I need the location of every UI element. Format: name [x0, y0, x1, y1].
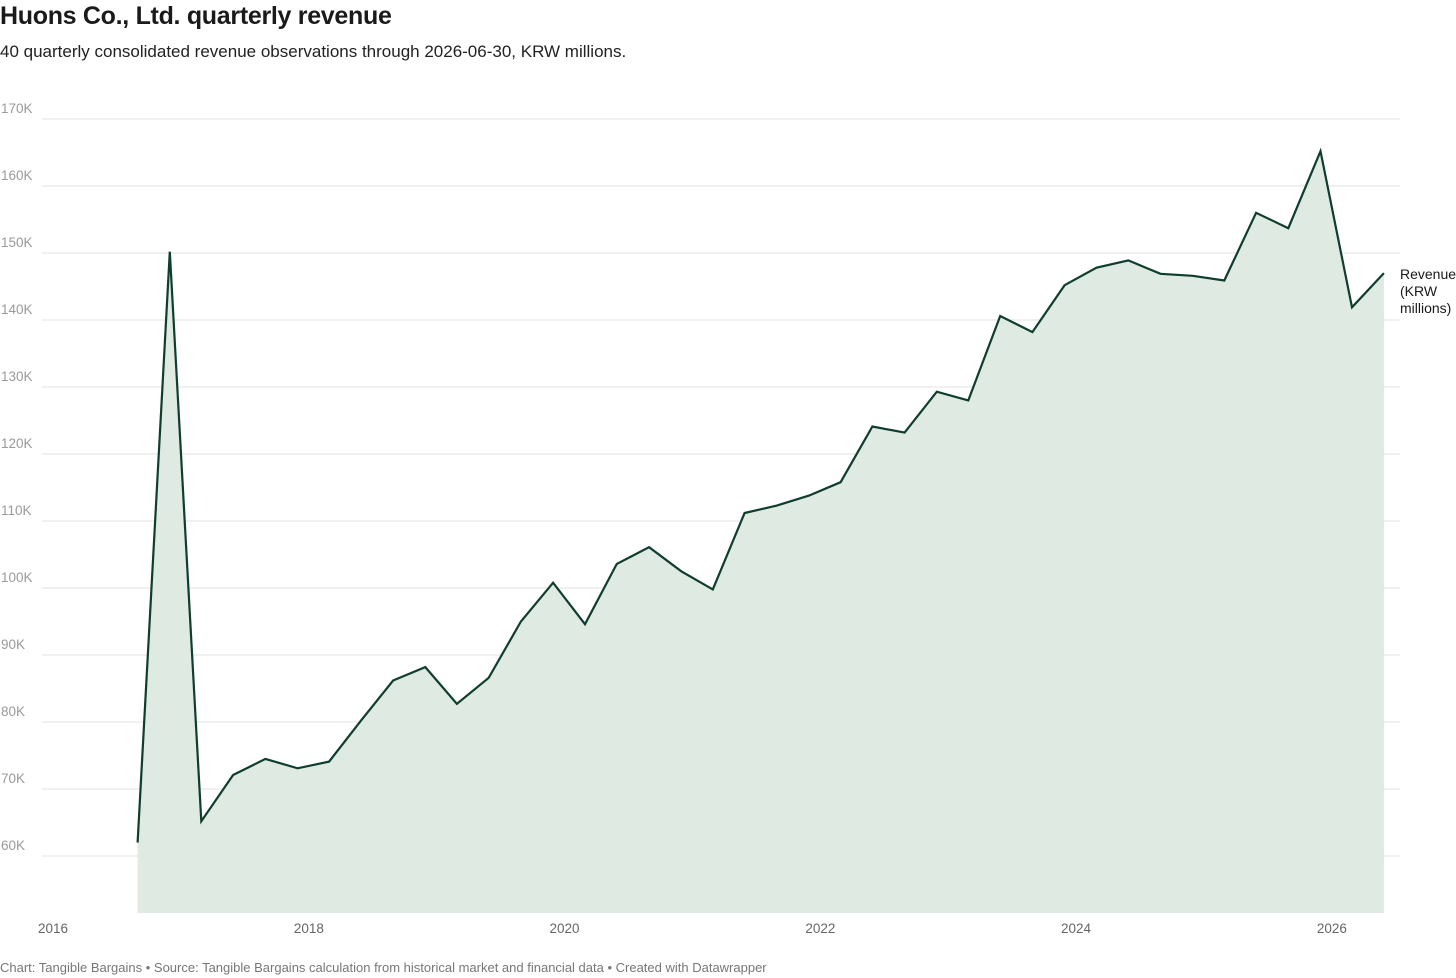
revenue-line [136, 147, 1385, 843]
y-tick-label: 170K [1, 101, 33, 116]
y-tick-label: 120K [1, 436, 33, 451]
area-layer [137, 151, 1384, 913]
y-tick-label: 70K [1, 771, 25, 786]
x-tick-label: 2018 [294, 921, 324, 936]
series-label: Revenue (KRW millions) [1400, 266, 1456, 316]
y-tick-label: 140K [1, 302, 33, 317]
y-tick-label: 160K [1, 168, 33, 183]
x-tick-label: 2026 [1317, 921, 1347, 936]
y-tick-label: 100K [1, 570, 33, 585]
x-tick-label: 2016 [38, 921, 68, 936]
chart-footer: Chart: Tangible Bargains • Source: Tangi… [0, 960, 767, 975]
x-tick-label: 2020 [549, 921, 579, 936]
y-tick-label: 60K [1, 838, 25, 853]
line-layer [136, 147, 1385, 843]
revenue-area [137, 151, 1384, 913]
chart-title: Huons Co., Ltd. quarterly revenue [0, 2, 392, 30]
y-axis: 60K 70K 80K 90K 100K 110K 120K 130K 140K 150K 160K… [1, 101, 33, 853]
x-axis: 2016 2018 2020 2022 2024 2026 [38, 921, 1347, 936]
y-tick-label: 90K [1, 637, 25, 652]
x-tick-label: 2022 [805, 921, 835, 936]
y-tick-label: 80K [1, 704, 25, 719]
x-tick-label: 2024 [1061, 921, 1092, 936]
series-label-layer: Revenue (KRW millions) [1400, 266, 1456, 316]
y-tick-label: 130K [1, 369, 33, 384]
y-tick-label: 110K [1, 503, 32, 518]
y-tick-label: 150K [1, 235, 33, 250]
chart-subtitle: 40 quarterly consolidated revenue observ… [0, 42, 627, 61]
